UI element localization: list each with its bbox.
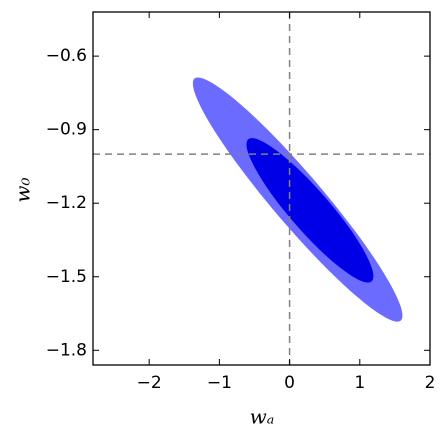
confidence-region (246, 138, 374, 283)
y-tick-label: −1.8 (46, 340, 87, 360)
x-tick-label: −2 (137, 373, 162, 393)
y-axis-label: w₀ (11, 177, 35, 202)
x-tick-label: 2 (425, 373, 436, 393)
x-tick-label: 0 (284, 373, 295, 393)
x-tick-label: 1 (354, 373, 365, 393)
y-tick-label: −1.2 (46, 193, 87, 213)
x-axis-label: wₐ (250, 405, 275, 429)
y-tick-label: −1.5 (46, 267, 87, 287)
plot-frame (92, 11, 431, 366)
y-tick-label: −0.9 (46, 120, 87, 140)
x-tick-label: −1 (207, 373, 232, 393)
y-tick-label: −0.6 (46, 46, 87, 66)
